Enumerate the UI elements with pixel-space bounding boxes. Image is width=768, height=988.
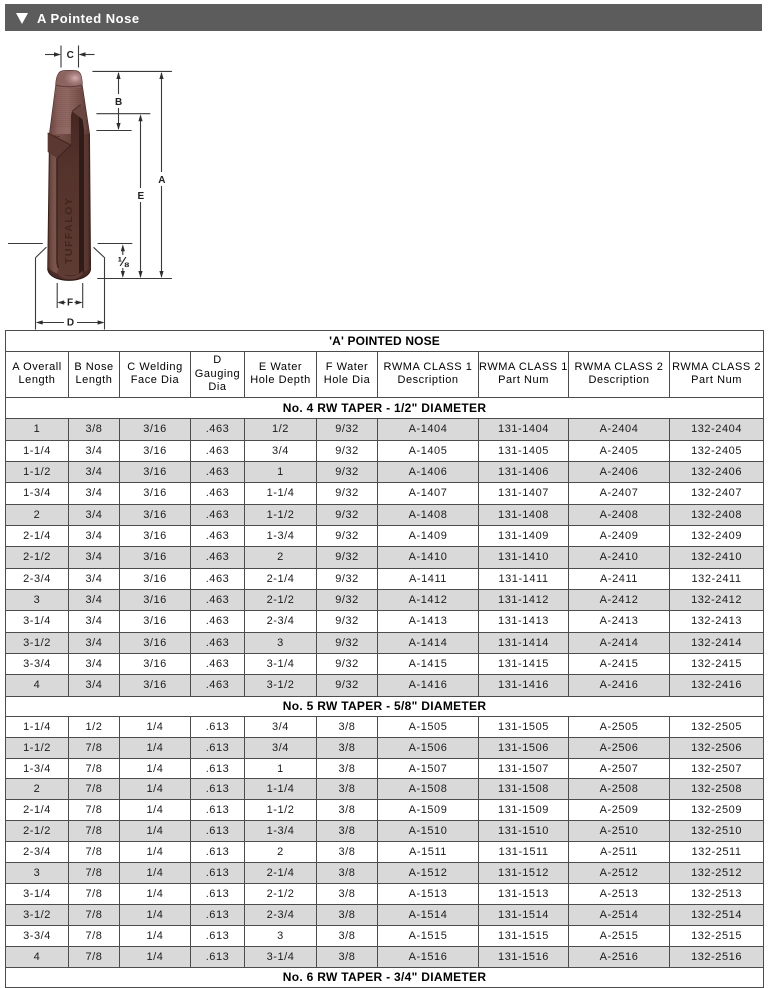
- svg-text:C: C: [67, 50, 74, 61]
- svg-text:D: D: [67, 318, 74, 329]
- svg-text:E: E: [137, 191, 144, 202]
- svg-text:TUFFALOY: TUFFALOY: [63, 197, 75, 264]
- svg-text:F: F: [67, 298, 73, 309]
- svg-text:B: B: [115, 97, 122, 108]
- svg-text:A: A: [158, 175, 165, 186]
- svg-text:⅛: ⅛: [117, 254, 129, 269]
